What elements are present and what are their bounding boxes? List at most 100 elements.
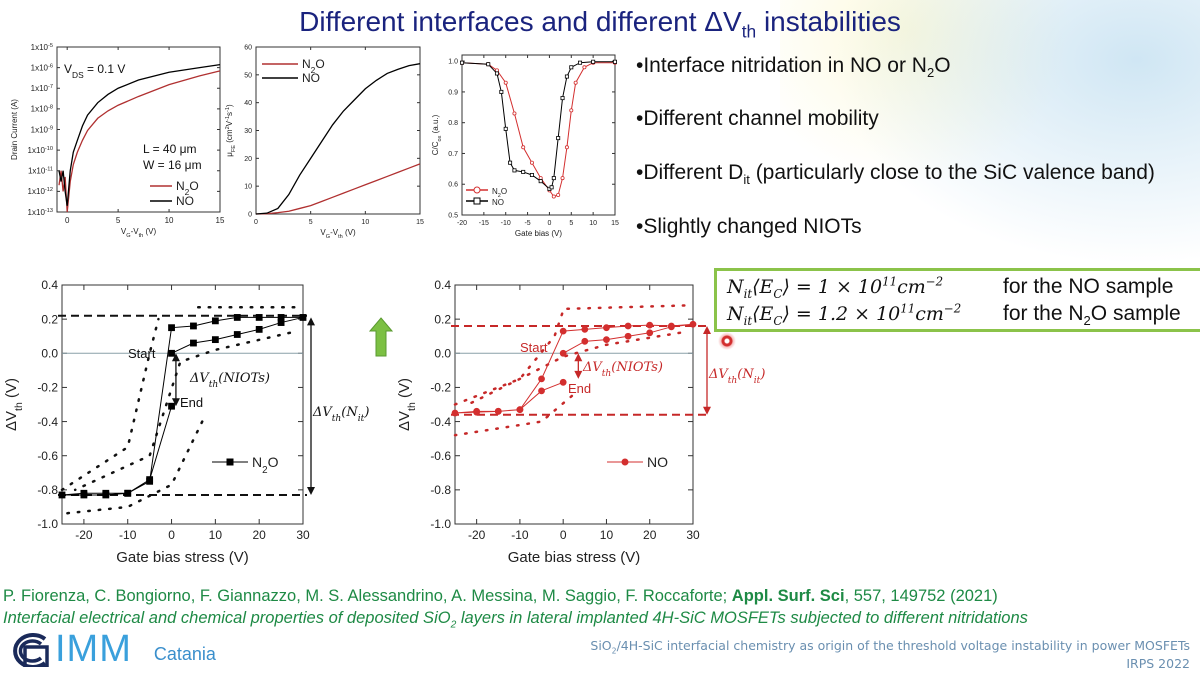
data-point [459, 60, 464, 65]
x-tick-label: -5 [524, 220, 530, 227]
annotation: VDS = 0.1 V [64, 62, 125, 80]
dotted-guide-arrow [453, 394, 574, 437]
data-point [168, 324, 175, 332]
data-point [512, 111, 517, 116]
arrowhead [307, 486, 315, 495]
x-tick-label: 10 [361, 219, 369, 226]
data-point [564, 145, 569, 150]
data-point [233, 331, 241, 338]
y-tick-label: 1x10-5 [31, 43, 53, 52]
y-tick-label: 1x10-6 [31, 63, 53, 72]
data-point [503, 80, 508, 85]
dotted-guide-arrow [453, 309, 565, 406]
x-axis-label: VG-Vth (V) [320, 228, 356, 240]
data-point [521, 169, 526, 174]
legend-label: N2O [492, 187, 507, 199]
arrowhead [171, 398, 180, 407]
data-point [667, 322, 675, 330]
data-point [521, 145, 526, 150]
data-point [58, 491, 66, 499]
data-point [581, 325, 589, 333]
arrowhead [307, 317, 315, 326]
y-tick-label: -0.4 [37, 415, 58, 429]
legend-marker [473, 197, 481, 205]
arrowhead [703, 325, 711, 334]
data-point [516, 406, 524, 414]
data-point [102, 491, 110, 499]
y-axis-label: Drain Current (A) [10, 99, 19, 160]
y-tick-label: 0.7 [448, 151, 458, 158]
x-axis-label: Gate bias stress (V) [508, 549, 641, 566]
y-tick-label: 1x10-12 [28, 187, 53, 196]
y-tick-label: 0.0 [41, 346, 58, 360]
data-point [578, 60, 583, 65]
y-tick-label: -0.6 [37, 449, 58, 463]
x-tick-label: 15 [416, 219, 424, 226]
y-tick-label: 1.0 [448, 59, 458, 66]
formula-row-no: Nit⟨EC⟩ = 1 × 1011cm−2 for the NO sample [727, 274, 1173, 301]
x-tick-label: 10 [589, 220, 597, 227]
x-tick-label: 10 [165, 216, 174, 225]
annotation: ΔVth(Nit) [708, 367, 765, 386]
y-tick-label: -0.8 [430, 483, 451, 497]
series-line [255, 63, 421, 215]
citation-title: Interfacial electrical and chemical prop… [3, 609, 1028, 631]
x-tick-label: 0 [65, 216, 70, 225]
series-line [255, 163, 421, 215]
citation-journal: Appl. Surf. Sci [731, 587, 845, 605]
data-point [473, 408, 481, 416]
data-point [211, 317, 219, 325]
data-point [624, 322, 632, 330]
x-tick-label: 30 [296, 528, 310, 542]
legend-marker [473, 186, 481, 194]
bullet-mobility: •Different channel mobility [636, 107, 879, 130]
x-tick-label: -15 [479, 220, 489, 227]
dotted-guide-arrow [60, 420, 204, 516]
annotation: End [568, 381, 591, 396]
formula-n2o-label: for the N2O sample [1003, 302, 1181, 329]
arrowhead [703, 406, 711, 415]
data-point [646, 329, 654, 337]
chart-3 [58, 284, 315, 525]
annotation: L = 40 μm [143, 142, 197, 156]
chart-4 [451, 284, 711, 525]
x-tick-label: 5 [309, 219, 313, 226]
imm-logo: IMM Catania [5, 628, 216, 671]
data-point [613, 59, 618, 64]
data-point [80, 491, 88, 499]
data-point [603, 336, 610, 344]
dotted-guide-arrow [561, 304, 686, 311]
legend-label: N2O [252, 454, 279, 476]
data-point [146, 476, 154, 484]
x-axis-label: Gate bias (V) [515, 229, 562, 238]
x-tick-label: 15 [216, 216, 225, 225]
green-up-arrow-icon [368, 317, 394, 362]
y-tick-label: -0.6 [430, 449, 451, 463]
y-tick-label: -0.2 [37, 381, 58, 395]
data-point [573, 80, 578, 85]
legend-marker [621, 458, 629, 466]
data-point [529, 172, 534, 177]
data-point [603, 324, 610, 332]
series-line [58, 63, 221, 206]
y-tick-label: 0.2 [434, 312, 451, 326]
chart-1 [255, 46, 421, 215]
data-point [549, 185, 554, 190]
x-tick-label: 5 [569, 220, 573, 227]
citation-ref: , 557, 149752 (2021) [844, 587, 998, 605]
x-tick-label: 0 [168, 528, 175, 542]
annotation: ΔVth(NIOTs) [189, 371, 270, 390]
data-point [168, 402, 175, 410]
data-point [582, 65, 587, 70]
formula-no: Nit⟨EC⟩ = 1 × 1011cm−2 [727, 274, 944, 301]
bullet-niots: •Slightly changed NIOTs [636, 215, 862, 238]
y-tick-label: -0.4 [430, 415, 451, 429]
data-point [451, 409, 459, 417]
background-decoration [780, 0, 1200, 300]
y-axis-label: ΔVth (V) [396, 378, 418, 431]
data-point [508, 160, 513, 165]
series-line [461, 62, 615, 198]
legend-label: N2O [176, 179, 199, 197]
data-point [486, 62, 491, 67]
